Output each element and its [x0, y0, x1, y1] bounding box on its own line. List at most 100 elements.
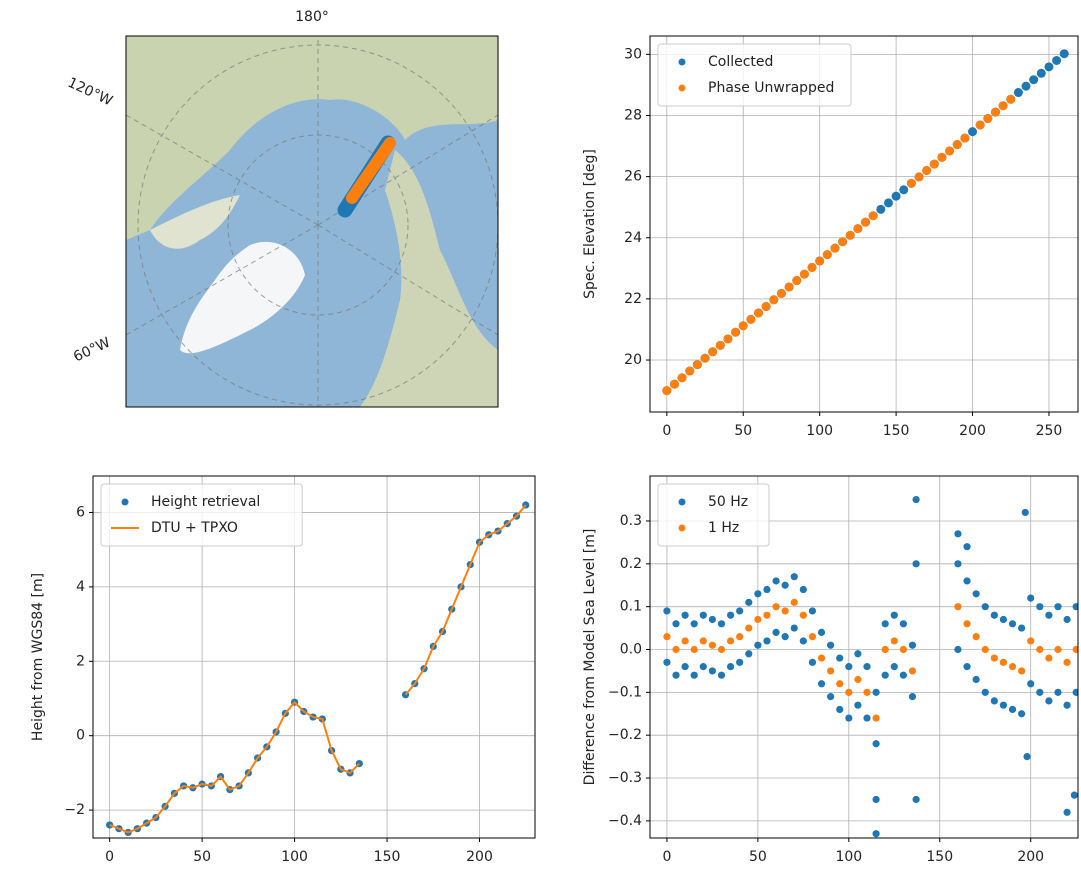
point — [827, 667, 834, 674]
point — [663, 607, 670, 614]
point — [662, 386, 671, 395]
lon-label: 60°W — [71, 335, 113, 366]
series-line — [110, 505, 526, 832]
point — [745, 599, 752, 606]
point — [863, 689, 870, 696]
point — [872, 830, 879, 837]
point — [782, 607, 789, 614]
point — [1063, 702, 1070, 709]
point — [954, 646, 961, 653]
point — [777, 289, 786, 298]
point — [853, 224, 862, 233]
point — [727, 663, 734, 670]
point — [672, 672, 679, 679]
point — [963, 620, 970, 627]
point — [960, 134, 969, 143]
legend-swatch — [679, 525, 686, 532]
point — [899, 185, 908, 194]
legend-swatch — [679, 59, 686, 66]
point — [723, 334, 732, 343]
point — [973, 633, 980, 640]
point — [701, 354, 710, 363]
legend-label: Phase Unwrapped — [708, 80, 834, 96]
point — [809, 659, 816, 666]
point — [785, 282, 794, 291]
point — [663, 633, 670, 640]
point — [800, 637, 807, 644]
point — [963, 663, 970, 670]
point — [913, 796, 920, 803]
point — [882, 672, 889, 679]
point — [670, 380, 679, 389]
point — [954, 560, 961, 567]
point — [915, 172, 924, 181]
point — [861, 218, 870, 227]
point — [809, 607, 816, 614]
point — [672, 620, 679, 627]
point — [815, 256, 824, 265]
point — [892, 192, 901, 201]
point — [1036, 646, 1043, 653]
point — [854, 650, 861, 657]
y-tick-label: 0 — [76, 728, 85, 744]
y-axis-label: Spec. Elevation [deg] — [582, 149, 598, 299]
y-tick-label: 0.0 — [620, 642, 642, 658]
point — [836, 680, 843, 687]
axes: 050100150200250202224262830Spec. Elevati… — [582, 36, 1078, 439]
point — [891, 637, 898, 644]
point — [792, 276, 801, 285]
point — [736, 659, 743, 666]
point — [762, 302, 771, 311]
point — [754, 308, 763, 317]
point — [937, 153, 946, 162]
point — [1014, 88, 1023, 97]
point — [791, 624, 798, 631]
point — [754, 616, 761, 623]
figure: 180° 120°W 60°W 050100150200250202224262… — [0, 0, 1081, 886]
point — [1009, 663, 1016, 670]
point — [872, 689, 879, 696]
y-tick-label: −0.3 — [608, 770, 642, 786]
point — [913, 496, 920, 503]
point — [900, 646, 907, 653]
y-tick-label: 4 — [76, 579, 85, 595]
point — [827, 642, 834, 649]
point — [1044, 62, 1053, 71]
lon-label: 180° — [295, 9, 329, 25]
point — [682, 612, 689, 619]
map — [48, 0, 588, 495]
point — [772, 577, 779, 584]
point — [727, 637, 734, 644]
point — [731, 328, 740, 337]
point — [1000, 702, 1007, 709]
point — [991, 697, 998, 704]
point — [769, 295, 778, 304]
point — [1063, 659, 1070, 666]
point — [800, 612, 807, 619]
point — [900, 672, 907, 679]
point — [700, 612, 707, 619]
point — [845, 689, 852, 696]
point — [1027, 680, 1034, 687]
x-tick-label: 50 — [734, 423, 752, 439]
point — [836, 654, 843, 661]
point — [709, 616, 716, 623]
x-tick-label: 100 — [835, 849, 862, 865]
point — [663, 659, 670, 666]
point — [716, 341, 725, 350]
x-tick-label: 250 — [1036, 423, 1063, 439]
point — [709, 667, 716, 674]
point — [791, 599, 798, 606]
point — [1036, 689, 1043, 696]
point — [930, 160, 939, 169]
point — [1009, 706, 1016, 713]
point — [693, 360, 702, 369]
point — [991, 654, 998, 661]
point — [854, 702, 861, 709]
point — [836, 706, 843, 713]
point — [973, 676, 980, 683]
x-tick-label: 0 — [105, 849, 114, 865]
point — [869, 211, 878, 220]
point — [1054, 646, 1061, 653]
point — [999, 101, 1008, 110]
